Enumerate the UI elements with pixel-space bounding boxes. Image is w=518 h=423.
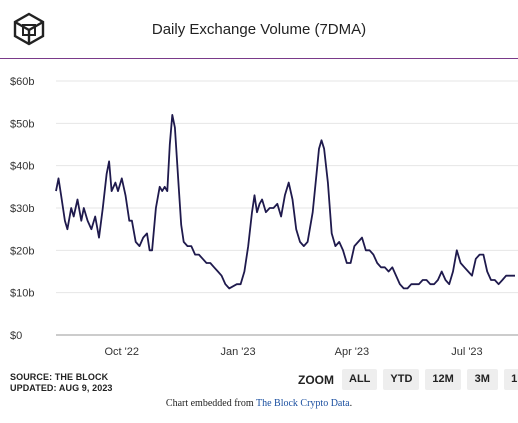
zoom-12m-button[interactable]: 12M bbox=[425, 369, 461, 390]
x-tick-label: Apr '23 bbox=[335, 346, 370, 358]
y-tick-label: $60b bbox=[10, 76, 34, 88]
y-tick-label: $30b bbox=[10, 203, 34, 215]
the-block-logo-icon[interactable] bbox=[12, 12, 46, 46]
chart-header: Daily Exchange Volume (7DMA) bbox=[0, 0, 518, 58]
y-tick-label: $50b bbox=[10, 118, 34, 130]
x-tick-label: Jul '23 bbox=[451, 346, 482, 358]
zoom-label: ZOOM bbox=[298, 372, 334, 387]
series-line bbox=[55, 114, 515, 290]
zoom-ytd-button[interactable]: YTD bbox=[383, 369, 420, 390]
zoom-controls: ZOOM ALL YTD 12M 3M 1M bbox=[298, 369, 518, 390]
series-layer bbox=[55, 114, 515, 290]
y-tick-label: $20b bbox=[10, 245, 34, 257]
x-tick-label: Oct '22 bbox=[104, 346, 139, 358]
y-axis-tick-labels: $0 $10b $20b $30b $40b $50b $60b bbox=[10, 76, 34, 342]
chart-title: Daily Exchange Volume (7DMA) bbox=[151, 21, 367, 38]
embed-link[interactable]: The Block Crypto Data bbox=[255, 398, 350, 409]
zoom-all-button[interactable]: ALL bbox=[342, 369, 378, 390]
x-tick-label: Jan '23 bbox=[221, 346, 256, 358]
y-tick-label: $10b bbox=[10, 288, 34, 300]
source-label: SOURCE: THE BLOCK bbox=[10, 372, 109, 382]
embed-suffix: . bbox=[349, 398, 353, 409]
embed-prefix: Chart embedded from bbox=[165, 398, 254, 409]
y-tick-label: $0 bbox=[10, 330, 22, 342]
gridlines bbox=[56, 80, 518, 336]
header-divider bbox=[0, 58, 518, 59]
x-axis-tick-labels: Oct '22 Jan '23 Apr '23 Jul '23 bbox=[104, 346, 482, 358]
zoom-3m-button[interactable]: 3M bbox=[466, 369, 498, 390]
updated-label: UPDATED: AUG 9, 2023 bbox=[10, 383, 113, 393]
chart-plot: $0 $10b $20b $30b $40b $50b $60b Oct '22 Jan '2… bbox=[10, 76, 518, 358]
zoom-1m-button[interactable]: 1M bbox=[503, 369, 518, 390]
embed-note: Chart embedded from The Block Crypto Dat… bbox=[0, 398, 518, 409]
source-note: SOURCE: THE BLOCK UPDATED: AUG 9, 2023 bbox=[10, 372, 113, 394]
y-tick-label: $40b bbox=[10, 161, 34, 173]
